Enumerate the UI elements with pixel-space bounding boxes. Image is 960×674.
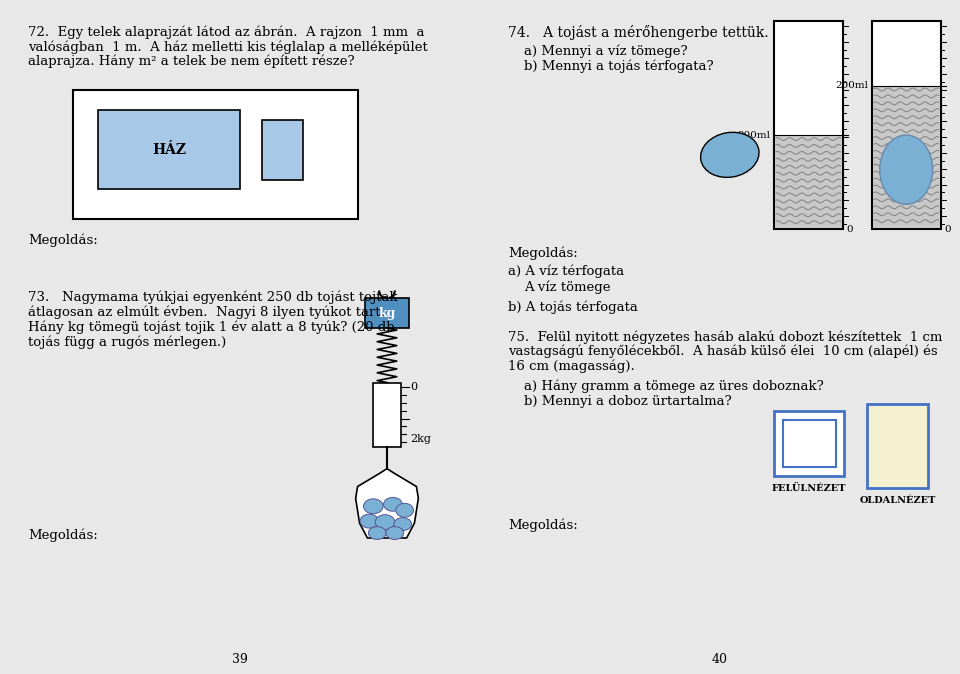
Ellipse shape bbox=[384, 497, 402, 512]
Ellipse shape bbox=[375, 515, 395, 530]
Text: 2kg: 2kg bbox=[411, 434, 431, 444]
Text: 40: 40 bbox=[712, 653, 728, 666]
Ellipse shape bbox=[364, 499, 383, 514]
Bar bbox=[373, 383, 400, 447]
Text: kg: kg bbox=[378, 307, 396, 319]
Text: Megoldás:: Megoldás: bbox=[29, 528, 98, 542]
Text: 73.   Nagymama tyúkjai egyenként 250 db tojást tojtak: 73. Nagymama tyúkjai egyenként 250 db to… bbox=[29, 290, 398, 304]
Text: A víz tömege: A víz tömege bbox=[524, 280, 611, 294]
Text: a) Hány gramm a tömege az üres doboznak?: a) Hány gramm a tömege az üres doboznak? bbox=[524, 379, 824, 393]
Bar bbox=[366, 299, 409, 328]
Text: 200ml: 200ml bbox=[737, 131, 770, 140]
Bar bbox=[73, 90, 357, 219]
Text: a) A víz térfogata: a) A víz térfogata bbox=[509, 265, 624, 278]
Text: 74.   A tojást a mérőhengerbe tettük.: 74. A tojást a mérőhengerbe tettük. bbox=[509, 25, 769, 40]
Text: FELÜLNÉZET: FELÜLNÉZET bbox=[772, 483, 847, 493]
Text: b) A tojás térfogata: b) A tojás térfogata bbox=[509, 301, 638, 314]
Bar bbox=[98, 111, 240, 189]
Text: Megoldás:: Megoldás: bbox=[509, 518, 578, 532]
Text: vastagságú fenyőlécekből.  A hasáb külső élei  10 cm (alapél) és: vastagságú fenyőlécekből. A hasáb külső … bbox=[509, 345, 938, 359]
Bar bbox=[774, 411, 845, 476]
Text: 75.  Felül nyitott négyzetes hasáb alakú dobozt készítettek  1 cm: 75. Felül nyitott négyzetes hasáb alakú … bbox=[509, 330, 943, 344]
Ellipse shape bbox=[360, 514, 378, 528]
Text: a) Mennyi a víz tömege?: a) Mennyi a víz tömege? bbox=[524, 45, 687, 59]
Text: 0: 0 bbox=[847, 224, 853, 234]
Text: b) Mennyi a tojás térfogata?: b) Mennyi a tojás térfogata? bbox=[524, 60, 713, 73]
Bar bbox=[873, 86, 940, 228]
Ellipse shape bbox=[369, 526, 386, 539]
Text: alaprajza. Hány m² a telek be nem épített része?: alaprajza. Hány m² a telek be nem építet… bbox=[29, 55, 355, 68]
Ellipse shape bbox=[394, 518, 412, 530]
Bar bbox=[782, 420, 835, 466]
Text: b) Mennyi a doboz ürtartalma?: b) Mennyi a doboz ürtartalma? bbox=[524, 396, 732, 408]
Bar bbox=[261, 120, 302, 179]
Text: 72.  Egy telek alaprajzát látod az ábrán.  A rajzon  1 mm  a: 72. Egy telek alaprajzát látod az ábrán.… bbox=[29, 25, 425, 38]
Text: OLDALNÉZET: OLDALNÉZET bbox=[859, 496, 936, 506]
Ellipse shape bbox=[396, 503, 414, 517]
Text: 39: 39 bbox=[232, 653, 248, 666]
Text: HÁZ: HÁZ bbox=[152, 143, 186, 157]
Text: 0: 0 bbox=[945, 224, 951, 234]
Text: 16 cm (magasság).: 16 cm (magasság). bbox=[509, 360, 636, 373]
Text: tojás függ a rugós mérlegen.): tojás függ a rugós mérlegen.) bbox=[29, 335, 227, 348]
Ellipse shape bbox=[701, 132, 759, 177]
Text: Hány kg tömegü tojást tojik 1 év alatt a 8 tyúk? (20 db: Hány kg tömegü tojást tojik 1 év alatt a… bbox=[29, 320, 395, 334]
Bar bbox=[774, 21, 843, 229]
Text: valóságban  1 m.  A ház melletti kis téglalap a melléképület: valóságban 1 m. A ház melletti kis tégla… bbox=[29, 40, 428, 53]
Bar bbox=[867, 404, 927, 489]
Text: Megoldás:: Megoldás: bbox=[29, 233, 98, 247]
Bar bbox=[775, 135, 842, 228]
Text: átlagosan az elmúlt évben.  Nagyi 8 ilyen tyúkot tart.: átlagosan az elmúlt évben. Nagyi 8 ilyen… bbox=[29, 305, 385, 319]
Bar bbox=[872, 21, 941, 229]
Ellipse shape bbox=[879, 135, 933, 204]
Text: 200ml: 200ml bbox=[835, 81, 868, 90]
Text: Megoldás:: Megoldás: bbox=[509, 247, 578, 260]
Ellipse shape bbox=[386, 526, 403, 539]
Text: 0: 0 bbox=[411, 382, 418, 392]
Polygon shape bbox=[355, 468, 419, 538]
